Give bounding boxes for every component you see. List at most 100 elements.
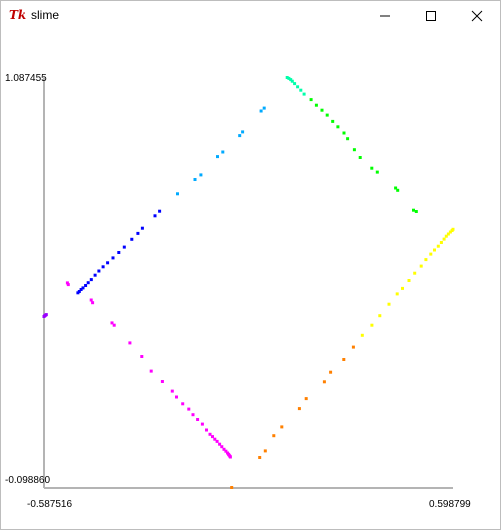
data-point	[110, 321, 114, 325]
data-point	[297, 407, 301, 411]
data-point	[424, 258, 428, 262]
data-point	[370, 323, 374, 327]
data-point	[97, 269, 101, 273]
data-point	[289, 78, 293, 82]
data-point	[290, 79, 294, 83]
data-point	[314, 103, 318, 107]
data-point	[448, 230, 452, 234]
data-point	[193, 178, 197, 181]
data-point	[228, 455, 232, 459]
data-point	[394, 186, 398, 190]
data-point	[175, 395, 178, 399]
data-point	[299, 88, 303, 92]
scatter-plot	[42, 76, 455, 489]
data-point	[352, 148, 356, 152]
data-point	[191, 413, 195, 417]
data-point	[396, 188, 400, 192]
data-point	[112, 323, 116, 327]
data-point	[241, 130, 245, 134]
data-point	[176, 192, 179, 196]
x-min-label: -0.587516	[27, 499, 73, 510]
data-point	[346, 137, 350, 141]
data-point	[66, 283, 70, 287]
data-point	[331, 119, 335, 123]
data-point	[170, 389, 174, 393]
data-point	[199, 173, 203, 177]
tk-feather-icon: Tk	[9, 8, 27, 22]
data-point	[208, 432, 212, 436]
data-point	[200, 422, 204, 426]
data-point	[302, 92, 306, 96]
data-point	[429, 252, 433, 256]
data-point	[218, 442, 222, 446]
data-point	[153, 214, 157, 218]
data-point	[287, 76, 291, 80]
data-point	[140, 226, 144, 230]
data-point	[451, 227, 455, 231]
data-point	[84, 284, 88, 287]
data-point	[322, 380, 326, 384]
data-point	[136, 231, 140, 235]
data-point	[320, 108, 324, 112]
data-point	[111, 256, 115, 260]
data-point	[358, 156, 362, 159]
y-min-label: -0.098860	[5, 475, 51, 486]
minimize-icon	[380, 15, 390, 17]
data-point	[263, 449, 267, 453]
data-point	[436, 244, 440, 248]
data-point	[65, 281, 69, 285]
data-point	[89, 278, 93, 282]
data-point	[272, 434, 276, 438]
data-point	[230, 486, 234, 489]
data-point	[309, 98, 313, 102]
data-point	[224, 449, 228, 453]
data-point	[387, 302, 391, 306]
data-point	[407, 279, 411, 282]
data-point	[187, 407, 191, 411]
data-point	[122, 245, 126, 249]
data-point	[130, 237, 134, 241]
data-point	[196, 418, 200, 421]
data-point	[221, 150, 225, 154]
data-point	[205, 428, 208, 432]
data-point	[181, 402, 185, 406]
data-point	[106, 261, 110, 265]
data-point	[414, 210, 418, 213]
data-point	[433, 248, 436, 252]
data-point	[220, 445, 224, 449]
data-point	[222, 447, 226, 451]
data-point	[285, 76, 289, 79]
data-point	[296, 85, 300, 89]
maximize-button[interactable]	[408, 1, 454, 30]
data-point	[280, 425, 284, 429]
data-point	[259, 109, 263, 113]
data-point	[375, 170, 379, 174]
data-point	[360, 333, 364, 337]
data-point	[342, 131, 346, 135]
data-point	[329, 370, 333, 374]
data-point	[258, 456, 262, 459]
data-point	[336, 125, 340, 129]
data-point	[342, 358, 346, 361]
data-point	[215, 439, 219, 443]
maximize-icon	[426, 11, 436, 21]
data-point	[439, 241, 443, 244]
title-bar[interactable]: Tk slime	[1, 1, 500, 30]
data-point	[91, 301, 95, 305]
data-point	[304, 397, 308, 401]
data-point	[419, 264, 423, 268]
data-point	[101, 265, 105, 269]
window-title: slime	[31, 8, 60, 22]
data-point	[160, 380, 164, 383]
data-point	[79, 288, 83, 291]
data-point	[140, 355, 144, 358]
data-point	[395, 292, 399, 296]
data-point	[293, 82, 297, 86]
data-point	[262, 106, 266, 110]
data-point	[117, 251, 121, 254]
data-point	[370, 166, 374, 170]
close-button[interactable]	[454, 1, 500, 30]
plot-canvas[interactable]: 1.087455 -0.098860 -0.587516 0.598799	[1, 30, 500, 529]
minimize-button[interactable]	[362, 1, 408, 30]
data-point	[401, 286, 404, 290]
